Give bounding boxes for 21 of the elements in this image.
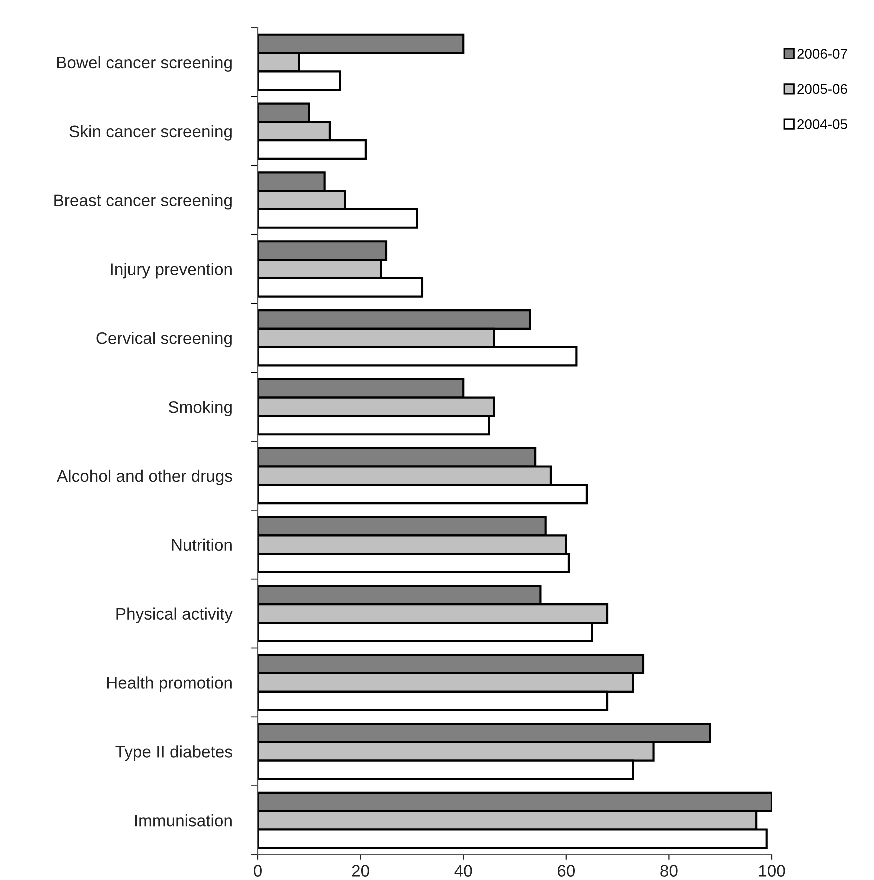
x-tick-label: 40 (454, 865, 472, 877)
x-tick-label: 100 (759, 865, 786, 877)
legend-label: 2005-06 (798, 84, 848, 94)
y-tick-label: Smoking (168, 401, 232, 417)
y-tick-label: Physical activity (116, 608, 233, 624)
x-tick-label: 80 (660, 865, 678, 877)
y-tick-label: Immunisation (135, 814, 232, 827)
legend-label: 2006-07 (798, 49, 848, 59)
y-tick-label: Bowel cancer screening (57, 56, 232, 72)
y-tick-label: Injury prevention (111, 263, 232, 279)
y-tick-label: Skin cancer screening (70, 125, 232, 141)
legend-label: 2004-05 (798, 119, 848, 130)
x-tick-label: 60 (558, 865, 576, 877)
x-tick-label: 20 (352, 865, 370, 877)
y-tick-label: Cervical screening (96, 332, 232, 348)
x-tick-label: 0 (254, 865, 262, 877)
y-tick-label: Type II diabetes (116, 746, 232, 762)
y-tick-label: Nutrition (172, 538, 232, 552)
y-tick-label: Breast cancer screening (54, 194, 232, 210)
y-tick-label: Alcohol and other drugs (57, 470, 232, 486)
y-tick-label: Health promotion (107, 676, 232, 692)
